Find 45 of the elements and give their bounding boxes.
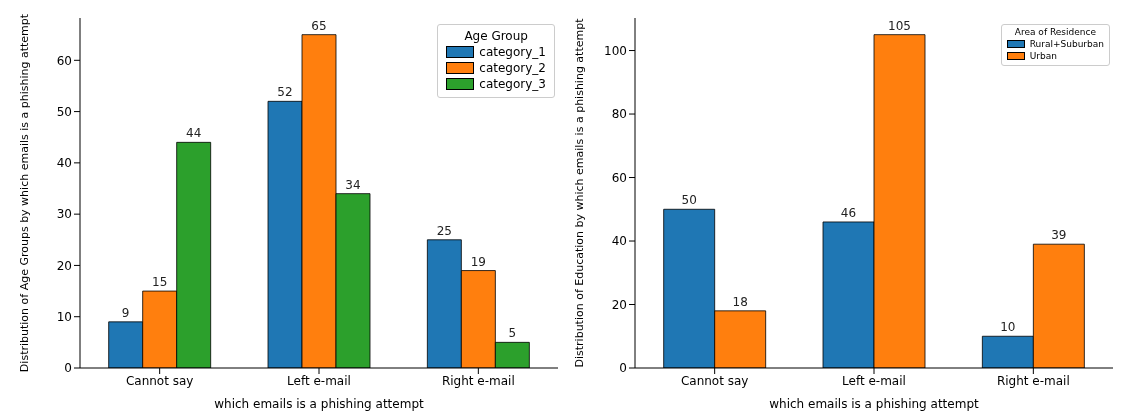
data-label: 34: [345, 177, 361, 192]
data-label: 15: [152, 275, 168, 290]
x-tick-label: Left e-mail: [287, 373, 351, 388]
data-label: 39: [1051, 228, 1067, 243]
data-label: 65: [311, 18, 327, 33]
data-label: 46: [840, 205, 857, 220]
data-label: 105: [888, 18, 911, 33]
legend-label: category_1: [479, 45, 546, 59]
legend-title: Age Group: [463, 29, 529, 43]
data-label: 9: [121, 305, 130, 320]
y-tick-label: 50: [56, 104, 72, 119]
x-axis-title: which emails is a phishing attempt: [214, 397, 425, 411]
y-axis-title: Distribution of Age Groups by which emails is a phishing attempt: [17, 13, 31, 373]
x-tick-label: Right e-mail: [996, 373, 1070, 388]
y-tick-label: 40: [611, 234, 627, 249]
legend-title: Area of Residence: [1013, 27, 1097, 37]
data-label: 25: [436, 223, 452, 238]
y-tick-label: 0: [619, 361, 627, 376]
data-label: 44: [186, 126, 202, 141]
data-label: 50: [681, 193, 697, 208]
data-label: 19: [470, 254, 486, 269]
y-tick-label: 40: [56, 156, 72, 171]
legend-label: Urban: [1029, 51, 1057, 61]
legend-label: category_3: [479, 77, 546, 91]
x-tick-label: Cannot say: [125, 373, 194, 388]
x-tick-label: Cannot say: [680, 373, 749, 388]
x-axis-title: which emails is a phishing attempt: [769, 397, 980, 411]
y-tick-label: 60: [56, 53, 72, 68]
data-label: 52: [277, 85, 293, 100]
legend-label: category_2: [479, 61, 546, 75]
y-tick-label: 0: [64, 361, 72, 376]
legend-label: Rural+Suburban: [1029, 39, 1104, 49]
y-tick-label: 20: [56, 258, 72, 273]
data-label: 18: [732, 294, 748, 309]
y-tick-label: 80: [611, 107, 627, 122]
y-tick-label: 20: [611, 297, 627, 312]
y-axis-title: Distribution of Education by which emails is a phishing attempt: [572, 17, 586, 368]
y-tick-label: 10: [56, 309, 72, 324]
x-tick-label: Left e-mail: [842, 373, 906, 388]
data-label: 5: [508, 326, 517, 341]
y-tick-label: 60: [611, 170, 627, 185]
data-label: 10: [1000, 320, 1016, 335]
y-tick-label: 100: [604, 43, 627, 58]
x-tick-label: Right e-mail: [441, 373, 515, 388]
y-tick-label: 30: [56, 207, 72, 222]
